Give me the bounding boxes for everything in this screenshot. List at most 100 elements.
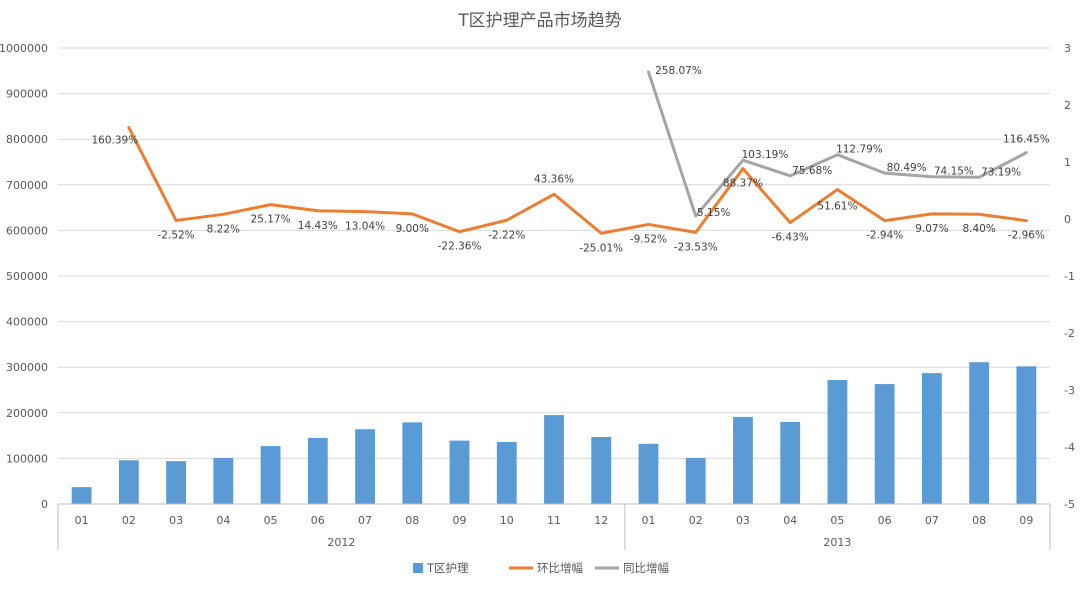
data-label: 13.04%	[345, 221, 385, 233]
left-tick-label: 400000	[6, 316, 48, 329]
x-tick-label: 04	[783, 514, 797, 527]
legend-swatch	[413, 563, 423, 573]
left-tick-label: 300000	[6, 361, 48, 374]
data-label: 112.79%	[836, 144, 883, 156]
chart-title: T区护理产品市场趋势	[457, 11, 621, 31]
data-label: 25.17%	[251, 214, 291, 226]
bar	[685, 457, 706, 504]
x-tick-label: 02	[689, 514, 703, 527]
bar	[733, 416, 753, 504]
legend-item: 环比增幅	[509, 561, 583, 575]
x-tick-label: 04	[216, 514, 230, 527]
data-label: 51.61%	[817, 201, 857, 213]
left-tick-label: 500000	[6, 270, 48, 283]
bar	[638, 443, 659, 504]
bar	[260, 446, 281, 504]
series-line	[127, 126, 1028, 235]
right-axis: -5 -4 -3 -2 -1 0 1 2 3	[1064, 42, 1075, 511]
legend-label: 同比增幅	[623, 561, 669, 575]
data-label: 80.49%	[887, 162, 927, 174]
bar	[71, 487, 92, 504]
right-tick-label: -1	[1064, 270, 1075, 283]
bar	[118, 460, 139, 504]
data-label: 5.15%	[697, 207, 730, 219]
x-axis: 01 02 03 04 05 06 07 08 09 10 11 12 01 02 03 04 05 06 07 08…	[57, 503, 1051, 550]
data-label: -2.96%	[1008, 230, 1045, 242]
data-label: -2.22%	[488, 229, 525, 241]
x-tick-label: 09	[453, 514, 467, 527]
legend-item: 同比增幅	[595, 561, 669, 575]
bar	[591, 436, 612, 504]
bar	[166, 461, 187, 504]
x-tick-label: 03	[736, 514, 750, 527]
data-label: 9.00%	[396, 223, 429, 235]
bar	[355, 429, 375, 504]
right-tick-label: 1	[1064, 156, 1071, 169]
bar	[544, 415, 564, 504]
data-label: 73.19%	[981, 166, 1021, 178]
x-tick-label: 05	[264, 514, 278, 527]
data-label: 88.37%	[723, 178, 763, 190]
data-label: -25.01%	[579, 242, 623, 254]
left-tick-label: 200000	[6, 407, 48, 420]
data-label: 74.15%	[934, 166, 974, 178]
data-label: 103.19%	[742, 149, 789, 161]
legend-label: 环比增幅	[537, 561, 583, 575]
line-series	[127, 70, 1028, 235]
right-tick-label: -5	[1064, 498, 1075, 511]
right-tick-label: -3	[1064, 384, 1075, 397]
data-label: 8.22%	[207, 223, 240, 235]
x-tick-label: 08	[405, 514, 419, 527]
bar	[402, 422, 423, 504]
x-tick-label: 05	[830, 514, 844, 527]
data-label: 14.43%	[298, 220, 338, 232]
right-tick-label: -4	[1064, 441, 1075, 454]
x-tick-label: 08	[972, 514, 986, 527]
x-tick-label: 01	[75, 514, 89, 527]
group-label: 2013	[823, 536, 851, 549]
data-labels: 160.39% -2.52% 8.22% 25.17% 14.43% 13.04% 9.00…	[91, 65, 1049, 254]
gridlines	[58, 47, 1050, 459]
bar	[921, 373, 942, 504]
data-label: 75.68%	[792, 165, 832, 177]
data-label: 43.36%	[534, 173, 574, 185]
group-label: 2012	[327, 536, 355, 549]
series-line	[646, 70, 1028, 218]
data-label: 116.45%	[1003, 134, 1050, 146]
bar	[780, 421, 801, 504]
left-axis: 0 100000 200000 300000 400000 500000 600000 700…	[0, 42, 48, 511]
x-tick-label: 11	[547, 514, 561, 527]
bar	[213, 457, 234, 504]
right-tick-label: 0	[1064, 213, 1071, 226]
left-tick-label: 1000000	[0, 42, 48, 55]
bar-series	[71, 362, 1037, 504]
x-tick-label: 03	[169, 514, 183, 527]
left-tick-label: 900000	[6, 88, 48, 101]
x-tick-label: 12	[594, 514, 608, 527]
data-label: 258.07%	[655, 65, 702, 77]
data-label: -6.43%	[772, 232, 809, 244]
bar	[969, 362, 990, 504]
legend-label: T区护理	[426, 561, 469, 575]
right-tick-label: 3	[1064, 42, 1071, 55]
right-tick-label: 2	[1064, 99, 1071, 112]
x-tick-label: 10	[500, 514, 514, 527]
x-tick-label: 06	[878, 514, 892, 527]
data-label: 8.40%	[962, 223, 995, 235]
x-tick-label: 07	[358, 514, 372, 527]
data-label: 160.39%	[91, 135, 138, 147]
x-tick-label: 07	[925, 514, 939, 527]
bar	[827, 379, 848, 504]
left-tick-label: 700000	[6, 179, 48, 192]
data-label: -22.36%	[438, 241, 482, 253]
bar	[1016, 366, 1037, 504]
data-label: -23.53%	[674, 241, 718, 253]
data-label: -2.94%	[866, 230, 903, 242]
legend: T区护理 环比增幅 同比增幅	[413, 561, 669, 575]
data-label: 9.07%	[915, 223, 948, 235]
bar	[496, 441, 517, 504]
left-tick-label: 0	[41, 498, 48, 511]
right-tick-label: -2	[1064, 327, 1075, 340]
data-label: -2.52%	[158, 229, 195, 241]
